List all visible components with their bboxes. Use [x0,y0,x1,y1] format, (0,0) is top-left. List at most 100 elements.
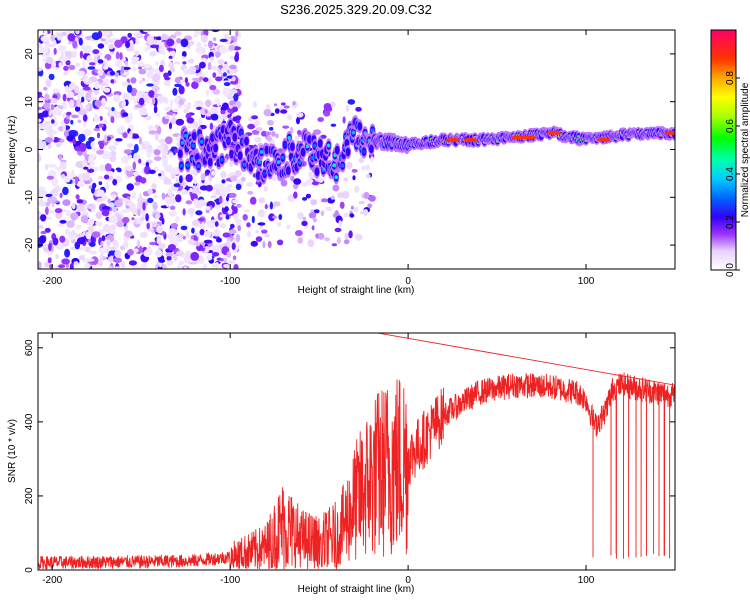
noise-blob [127,143,134,148]
noise-blob [212,88,221,95]
noise-blob [223,82,231,87]
noise-blob [200,34,208,43]
noise-blob [51,119,55,124]
ridge-core [179,163,184,168]
noise-blob [216,257,222,261]
noise-blob [323,110,331,117]
noise-blob [200,173,206,181]
noise-blob [235,233,241,242]
noise-blob [62,124,66,132]
noise-blob [154,213,161,219]
noise-blob [147,188,153,195]
noise-blob [82,77,90,83]
noise-blob [126,84,133,94]
noise-blob [166,38,175,47]
noise-blob [213,187,217,196]
noise-blob [232,106,238,113]
noise-blob [205,116,213,120]
noise-blob [267,119,274,126]
noise-blob [38,140,44,148]
noise-blob [78,37,83,46]
noise-blob [82,86,91,91]
noise-blob [168,122,173,130]
noise-blob [290,175,295,182]
noise-blob [50,115,58,121]
noise-blob [194,100,203,104]
noise-blob [59,235,66,243]
noise-blob [142,202,146,211]
noise-blob [44,216,52,220]
ridge-core [186,163,190,168]
noise-blob [265,131,272,136]
y-tick-label: 400 [24,413,35,430]
noise-blob [116,127,125,134]
noise-blob [136,201,143,211]
noise-blob [51,177,59,187]
noise-blob [269,201,273,210]
noise-blob [74,106,81,112]
noise-blob [338,220,343,228]
noise-blob [174,83,182,88]
noise-blob [178,104,182,109]
noise-blob [68,64,76,70]
noise-blob [97,43,105,49]
noise-blob [203,239,213,244]
noise-blob [368,195,376,202]
ridge-core [242,162,247,167]
noise-blob [292,101,296,106]
noise-blob [145,213,149,222]
noise-blob [365,174,371,178]
noise-blob [48,196,58,203]
noise-blob [274,108,280,114]
noise-blob [55,253,59,260]
noise-blob [48,110,52,117]
noise-blob [138,97,145,106]
noise-blob [71,202,76,210]
noise-blob [351,169,358,173]
noise-blob [354,206,359,213]
noise-blob [122,216,130,224]
noise-blob [171,222,178,229]
ridge-mid [357,121,363,131]
ridge-mid [307,135,312,144]
noise-blob [318,177,324,183]
noise-blob [325,206,333,212]
noise-blob [43,30,48,37]
noise-blob [220,110,226,115]
noise-blob [47,257,52,264]
noise-blob [69,83,75,89]
noise-blob [76,199,84,204]
noise-blob [101,205,110,211]
noise-blob [212,244,216,253]
noise-blob [99,254,104,262]
noise-blob [184,77,188,84]
noise-blob [227,185,232,193]
noise-blob [185,200,193,205]
x-tick-label: 100 [578,575,595,586]
noise-blob [282,125,290,129]
noise-blob [95,221,99,226]
noise-blob [297,212,304,220]
ridge-core [220,157,224,162]
ridge-mid [285,166,291,176]
noise-blob [205,184,213,192]
noise-blob [204,249,210,253]
noise-blob [116,168,122,173]
noise-blob [354,185,360,193]
noise-blob [172,87,178,96]
noise-blob [169,99,174,108]
noise-blob [59,161,67,170]
ridge-core [281,155,285,160]
noise-blob [93,55,98,65]
noise-blob [156,225,164,234]
noise-blob [330,195,336,200]
noise-blob [128,260,137,266]
noise-blob [112,216,118,224]
noise-blob [204,109,208,114]
noise-blob [221,200,229,208]
noise-blob [59,138,65,143]
ridge-mid [369,144,374,154]
noise-blob [146,83,154,87]
noise-blob [70,229,76,236]
noise-blob [169,117,178,125]
